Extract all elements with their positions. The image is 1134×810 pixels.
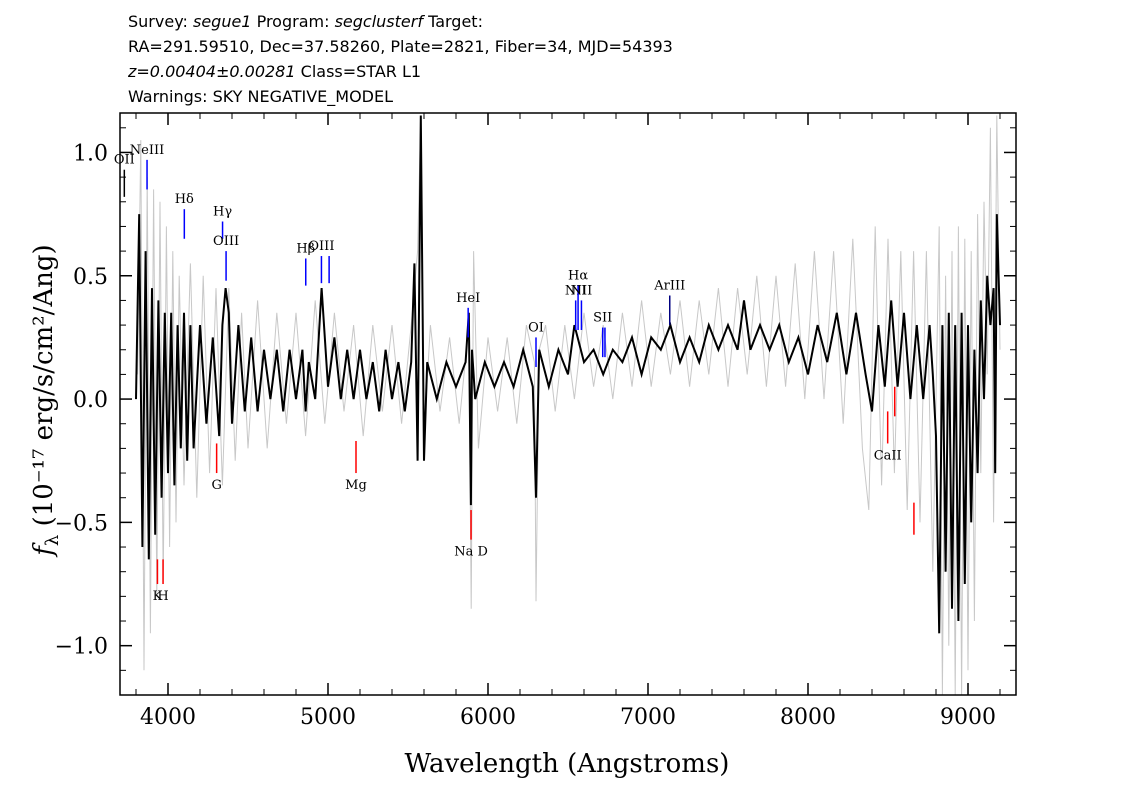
y-tick-label-3: 0.5 xyxy=(73,265,108,290)
y-tick-label-4: 1.0 xyxy=(73,141,108,166)
target-label: Target: xyxy=(428,12,483,31)
x-tick-label-4: 8000 xyxy=(780,705,836,730)
line-marker-label-19: Mg xyxy=(345,478,367,493)
line-marker-label-5: Hβ xyxy=(296,242,315,257)
program-label: Program: xyxy=(256,12,330,31)
line-marker-label-11: Hα xyxy=(568,269,588,284)
x-tick-label-5: 9000 xyxy=(940,705,996,730)
header-line-3: z=0.00404±0.00281 Class=STAR L1 xyxy=(128,62,421,82)
line-marker-label-8: HeI xyxy=(456,291,480,306)
line-marker-label-18: G xyxy=(211,478,221,493)
y-axis-title-sub: λ xyxy=(42,535,63,546)
x-axis-title: Wavelength (Angstroms) xyxy=(405,749,730,779)
x-tick-label-2: 6000 xyxy=(460,705,516,730)
header-line-2: RA=291.59510, Dec=37.58260, Plate=2821, … xyxy=(128,37,673,56)
y-tick-label-1: −0.5 xyxy=(55,511,108,536)
series-line-0 xyxy=(137,115,1001,696)
line-marker-label-9: OI xyxy=(528,320,544,335)
line-marker-label-13: SII xyxy=(593,311,612,326)
warnings-text: Warnings: SKY NEGATIVE_MODEL xyxy=(128,87,393,106)
x-tick-label-3: 7000 xyxy=(620,705,676,730)
series-line-1 xyxy=(135,115,1001,634)
line-marker-label-17: H xyxy=(157,589,168,604)
plot-frame xyxy=(119,112,1017,696)
series-layer xyxy=(135,115,1001,696)
header-line-1: Survey: segue1 Program: segclusterf Targ… xyxy=(128,12,483,32)
line-marker-label-16: K xyxy=(153,589,163,604)
line-marker-label-1: NeIII xyxy=(130,143,164,158)
survey-label: Survey: xyxy=(128,12,188,31)
y-tick-label-2: 0.0 xyxy=(73,388,108,413)
x-tick-label-0: 4000 xyxy=(140,705,196,730)
x-tick-label-1: 5000 xyxy=(300,705,356,730)
program-value: segclusterf xyxy=(334,12,423,31)
line-marker-label-21: CaII xyxy=(874,448,902,463)
y-axis-title: fλ (10⁻¹⁷ erg/s/cm²/Ang) xyxy=(29,244,63,557)
line-marker-label-10: NII xyxy=(565,283,587,298)
line-marker-label-20: Na D xyxy=(454,545,488,560)
survey-value: segue1 xyxy=(192,12,252,31)
y-axis-title-units: (10⁻¹⁷ erg/s/cm²/Ang) xyxy=(29,244,59,534)
line-marker-label-3: Hγ xyxy=(213,205,232,220)
line-marker-label-15: ArIII xyxy=(653,278,685,293)
line-marker-label-4: OIII xyxy=(213,234,239,249)
line-marker-label-0: OII xyxy=(114,153,135,168)
line-marker-label-6: OIII xyxy=(308,239,334,254)
redshift-value: z=0.00404±0.00281 xyxy=(128,62,296,81)
line-marker-label-12: NII xyxy=(571,283,593,298)
y-tick-label-0: −1.0 xyxy=(55,635,108,660)
class-text: Class=STAR L1 xyxy=(300,62,422,81)
line-marker-label-2: Hδ xyxy=(175,192,194,207)
axes-layer: 4000 5000 6000 7000 8000 9000 −1.0 −0.5 0.0 0.5 1.… xyxy=(55,112,1017,730)
